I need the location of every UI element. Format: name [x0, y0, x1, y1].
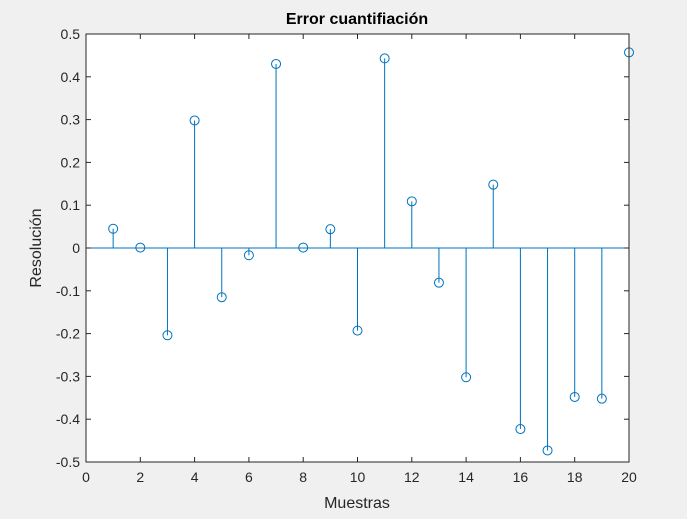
stem-marker: [271, 58, 282, 69]
y-tick-label: -0.5: [56, 454, 80, 470]
x-tick-label: 4: [191, 469, 199, 485]
stem-marker: [108, 223, 119, 234]
stem-marker: [542, 445, 553, 456]
x-tick-label: 0: [82, 469, 90, 485]
y-tick-labels: -0.5 -0.4 -0.3 -0.2 -0.1 0 0.1 0.2 0.3 0.4 0.5: [56, 26, 80, 470]
y-tick-label: 0.4: [61, 69, 81, 85]
stem-marker: [433, 277, 444, 288]
x-tick-label: 6: [245, 469, 253, 485]
x-tick-label: 14: [458, 469, 474, 485]
y-tick-label: 0.1: [61, 197, 81, 213]
y-tick-label: -0.3: [56, 368, 80, 384]
x-tick-label: 10: [350, 469, 366, 485]
x-tick-label: 20: [621, 469, 637, 485]
stem-marker: [243, 250, 254, 261]
stem-marker: [189, 115, 200, 126]
x-tick-label: 8: [299, 469, 307, 485]
stem-marker: [406, 196, 417, 207]
x-tick-label: 18: [567, 469, 583, 485]
x-tick-label: 2: [136, 469, 144, 485]
tick-layer: [85, 33, 630, 463]
chart-title: Error cuantifiación: [286, 11, 428, 28]
y-axis-title: Resolución: [28, 208, 45, 287]
x-tick-labels: 0 2 4 6 8 10 12 14 16 18 20: [82, 469, 637, 485]
y-tick-label: 0.2: [61, 154, 81, 170]
y-tick-label: -0.2: [56, 326, 80, 342]
x-axis-title: Muestras: [324, 495, 390, 512]
stem-marker: [596, 393, 607, 404]
x-tick-label: 16: [513, 469, 529, 485]
stem-marker: [298, 242, 309, 253]
stem-marker: [461, 372, 472, 383]
y-tick-label: 0.3: [61, 112, 81, 128]
y-tick-label: 0.5: [61, 26, 81, 42]
y-tick-label: -0.1: [56, 283, 80, 299]
stem-marker: [569, 391, 580, 402]
y-tick-label: -0.4: [56, 411, 80, 427]
stem-marker: [379, 53, 390, 64]
stem-marker: [216, 292, 227, 303]
stem-marker: [515, 424, 526, 435]
stem-marker: [135, 242, 146, 253]
y-tick-label: 0: [72, 240, 80, 256]
stem-marker: [488, 179, 499, 190]
x-tick-label: 12: [404, 469, 420, 485]
stem-marker: [162, 330, 173, 341]
stem-marker: [325, 224, 336, 235]
stem-marker: [352, 325, 363, 336]
